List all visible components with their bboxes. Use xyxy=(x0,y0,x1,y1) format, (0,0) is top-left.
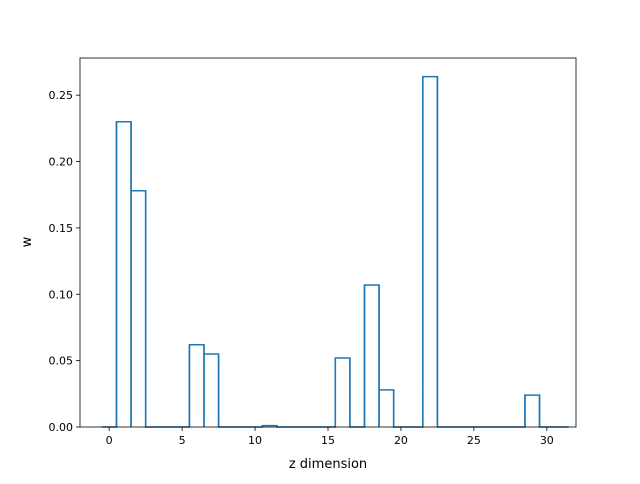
x-tick-label: 30 xyxy=(540,434,554,447)
histogram-bar xyxy=(525,395,540,427)
y-tick-label: 0.05 xyxy=(49,355,74,368)
histogram-bar xyxy=(204,354,219,427)
x-tick-label: 10 xyxy=(248,434,262,447)
y-tick-label: 0.00 xyxy=(49,421,74,434)
axes-frame xyxy=(79,57,577,428)
histogram-bar xyxy=(423,77,438,427)
histogram-bar xyxy=(379,390,394,427)
y-tick-label: 0.10 xyxy=(49,288,74,301)
x-tick-label: 0 xyxy=(106,434,113,447)
x-axis-label: z dimension xyxy=(289,457,367,472)
y-tick-label: 0.15 xyxy=(49,222,74,235)
axes-layer: 0 5 10 15 20 25 30 0.00 0.05 0.10 0.15 0.20 0.25 xyxy=(49,57,577,447)
histogram-bar xyxy=(131,191,146,427)
histogram-bar xyxy=(116,122,131,427)
plot-layer xyxy=(101,75,569,428)
y-tick-label: 0.25 xyxy=(49,89,74,102)
x-tick-label: 20 xyxy=(394,434,408,447)
y-tick-label: 0.20 xyxy=(49,156,74,169)
histogram-bar xyxy=(335,358,350,427)
x-tick-label: 5 xyxy=(179,434,186,447)
x-tick-label: 25 xyxy=(467,434,481,447)
histogram-bar xyxy=(364,285,379,427)
histogram-bar xyxy=(189,345,204,427)
x-tick-label: 15 xyxy=(321,434,335,447)
y-axis-label: w xyxy=(20,236,35,247)
